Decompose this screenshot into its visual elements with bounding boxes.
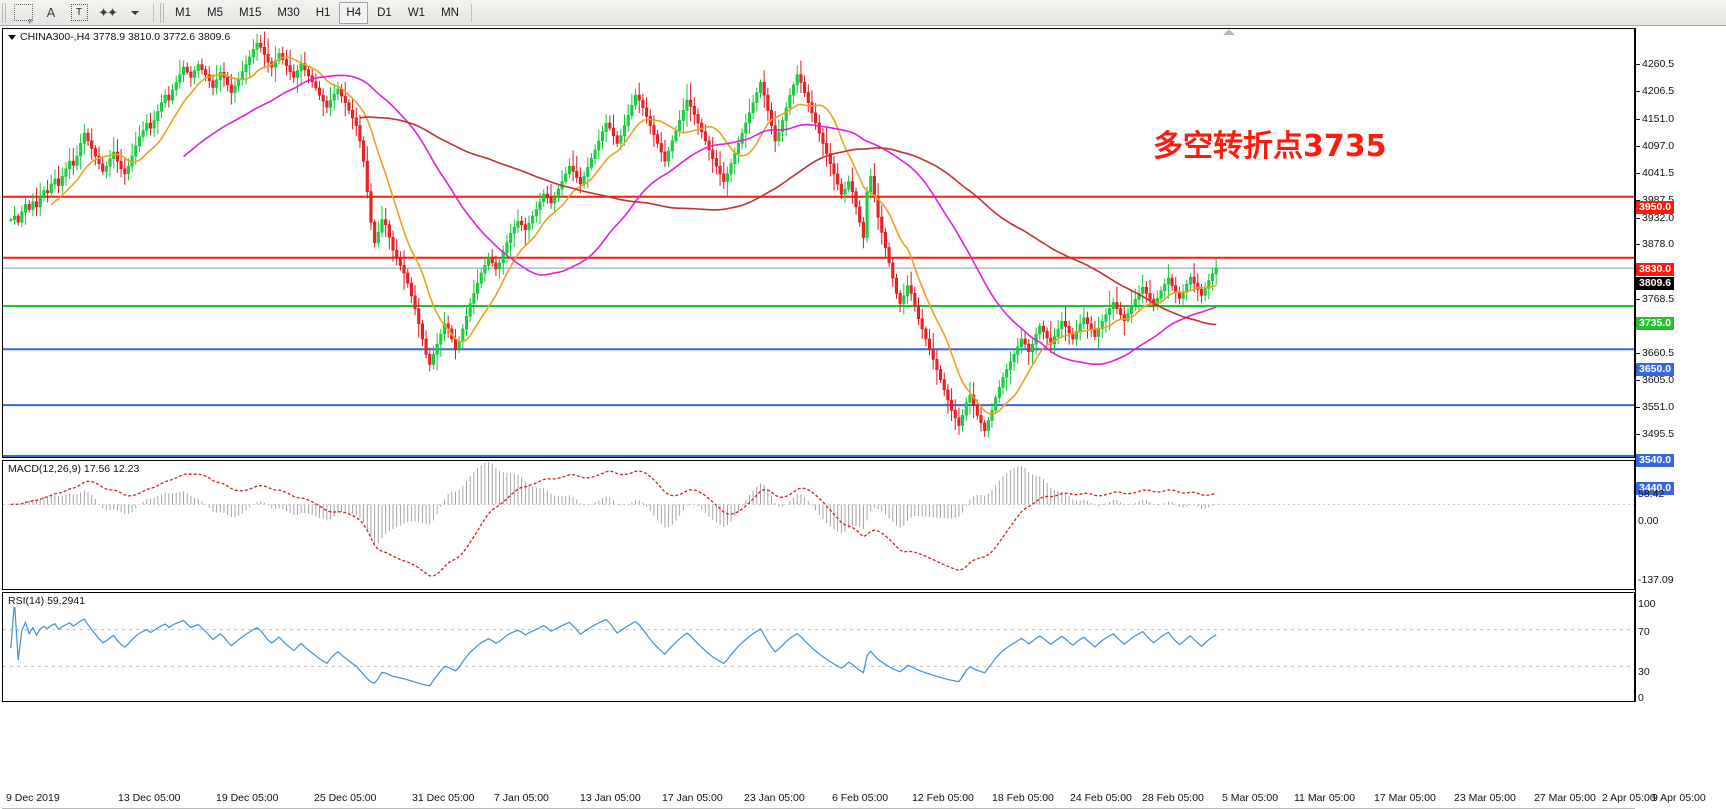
price-level-chip[interactable]: 3830.0 <box>1636 263 1675 276</box>
price-tick: 3768.5 <box>1636 293 1674 305</box>
timeframe-h4[interactable]: H4 <box>339 1 369 24</box>
timeframe-m5[interactable]: M5 <box>206 6 223 19</box>
price-tick: 3878.0 <box>1636 238 1674 250</box>
time-tick-label: 23 Mar 05:00 <box>1454 792 1516 804</box>
text-box-icon[interactable]: T <box>66 1 92 25</box>
time-tick-label: 17 Jan 05:00 <box>662 792 723 804</box>
price-tick: 4097.0 <box>1636 140 1674 152</box>
time-tick-label: 28 Feb 05:00 <box>1142 792 1204 804</box>
toolbar[interactable]: A T ✦✦ M1 M5 M15 M30 H1 H4 D1 W1 MN <box>0 0 1726 26</box>
price-tick: 4041.5 <box>1636 167 1674 179</box>
rsi-legend: RSI(14) 59.2941 <box>7 595 87 607</box>
time-tick-label: 5 Mar 05:00 <box>1222 792 1279 804</box>
timeframe-m15[interactable]: M15 <box>238 6 262 19</box>
price-axis[interactable]: 4260.5 4206.5 4151.0 4097.0 4041.5 3987.5 3932… <box>1635 28 1724 704</box>
time-tick-label: 9 Dec 2019 <box>6 792 60 804</box>
indicator-tick: 0 <box>1638 692 1644 704</box>
crosshair-marker[interactable] <box>1223 29 1235 35</box>
price-tick: 4260.5 <box>1636 58 1674 70</box>
macd-pane[interactable]: MACD(12,26,9) 17.56 12.23 <box>2 460 1635 590</box>
time-tick-label: 24 Feb 05:00 <box>1070 792 1132 804</box>
time-tick-label: 9 Apr 05:00 <box>1652 792 1706 804</box>
toolbar-separator <box>153 3 154 22</box>
macd-histogram <box>14 461 1217 544</box>
toolbar-separator-2 <box>470 3 472 22</box>
ma-fast-line[interactable] <box>50 56 1217 416</box>
symbol-legend-text: CHINA300-,H4 3778.9 3810.0 3772.6 3809.6 <box>20 31 231 43</box>
ma-mid-line[interactable] <box>183 74 1217 365</box>
time-tick-label: 12 Feb 05:00 <box>912 792 974 804</box>
time-axis[interactable]: 9 Dec 2019 13 Dec 05:00 19 Dec 05:00 25 Dec… <box>2 704 1706 809</box>
price-chart-svg[interactable] <box>3 29 1634 457</box>
rsi-line[interactable] <box>10 601 1217 687</box>
objects-icon[interactable]: ✦✦ <box>98 4 118 20</box>
ma-slow-line[interactable] <box>359 116 1217 326</box>
price-tick: 3495.5 <box>1636 428 1674 440</box>
time-tick-label: 11 Mar 05:00 <box>1294 792 1356 804</box>
indicator-tick: 58.42 <box>1638 488 1665 500</box>
price-tick: 3551.0 <box>1636 401 1674 413</box>
price-level-chip[interactable]: 3950.0 <box>1636 201 1675 214</box>
symbol-legend[interactable]: CHINA300-,H4 3778.9 3810.0 3772.6 3809.6 <box>7 31 232 43</box>
text-label-icon[interactable]: A <box>38 1 64 25</box>
price-pane[interactable]: CHINA300-,H4 3778.9 3810.0 3772.6 3809.6… <box>2 28 1635 458</box>
indicator-tick: -137.09 <box>1638 574 1674 586</box>
time-tick-label: 7 Jan 05:00 <box>494 792 549 804</box>
price-tick: 3605.0 <box>1636 374 1674 386</box>
macd-chart-svg[interactable] <box>3 461 1634 589</box>
indicator-tick: 30 <box>1638 666 1650 678</box>
timeframe-w1[interactable]: W1 <box>407 6 426 19</box>
price-tick: 4151.0 <box>1636 113 1674 125</box>
timeframe-m30[interactable]: M30 <box>277 6 300 19</box>
time-tick-label: 13 Jan 05:00 <box>580 792 641 804</box>
price-level-chip[interactable]: 3650.0 <box>1636 363 1675 376</box>
time-tick-label: 23 Jan 05:00 <box>744 792 805 804</box>
text-label-glyph: A <box>46 5 56 20</box>
price-level-chip[interactable]: 3735.0 <box>1636 317 1675 330</box>
price-level-chip[interactable]: 3540.0 <box>1636 454 1675 467</box>
time-tick-label: 25 Dec 05:00 <box>314 792 377 804</box>
price-tick: 4206.5 <box>1636 85 1674 97</box>
text-box-glyph: T <box>70 4 88 21</box>
chart-area[interactable]: CHINA300-,H4 3778.9 3810.0 3772.6 3809.6… <box>0 26 1726 809</box>
rsi-chart-svg[interactable] <box>3 593 1634 701</box>
time-tick-label: 19 Dec 05:00 <box>216 792 279 804</box>
timeframe-h1[interactable]: H1 <box>315 6 331 19</box>
collapse-caret-icon[interactable] <box>8 34 16 40</box>
indicator-tick: 100 <box>1638 598 1656 610</box>
time-tick-label: 13 Dec 05:00 <box>118 792 181 804</box>
timeframe-bar[interactable]: M1 M5 M15 M30 H1 H4 D1 W1 MN <box>167 1 467 24</box>
timeframe-grip[interactable] <box>160 2 165 23</box>
time-tick-label: 6 Feb 05:00 <box>832 792 889 804</box>
annotation-text: 多空转折点3735 <box>1153 129 1387 164</box>
time-tick-label: 17 Mar 05:00 <box>1374 792 1436 804</box>
timeframe-m1[interactable]: M1 <box>175 6 191 19</box>
timeframe-mn[interactable]: MN <box>441 6 459 19</box>
time-tick-label: 2 Apr 05:00 <box>1602 792 1656 804</box>
crosshair-select-icon[interactable] <box>10 1 36 26</box>
time-tick-label: 27 Mar 05:00 <box>1534 792 1596 804</box>
candlestick-series[interactable] <box>9 31 1218 438</box>
timeframe-d1[interactable]: D1 <box>377 6 392 19</box>
price-level-chip[interactable]: 3440.0 <box>1636 482 1675 495</box>
dropdown-caret-icon[interactable] <box>122 1 148 25</box>
indicator-tick: 70 <box>1638 626 1650 638</box>
macd-legend: MACD(12,26,9) 17.56 12.23 <box>7 463 141 475</box>
indicator-tick: 0.00 <box>1638 515 1659 527</box>
price-level-chip[interactable]: 3809.6 <box>1636 277 1675 290</box>
price-tick: 3932.0 <box>1636 212 1674 224</box>
rsi-pane[interactable]: RSI(14) 59.2941 <box>2 592 1635 702</box>
macd-signal-line[interactable] <box>10 470 1217 577</box>
time-tick-label: 18 Feb 05:00 <box>992 792 1054 804</box>
toolbar-grip[interactable] <box>2 2 7 23</box>
price-tick: 3660.5 <box>1636 347 1674 359</box>
time-tick-label: 31 Dec 05:00 <box>412 792 475 804</box>
